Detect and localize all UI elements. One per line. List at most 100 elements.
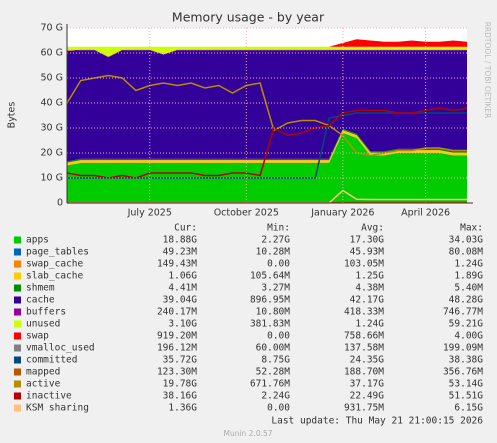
stat-value: 42.17G bbox=[350, 295, 385, 306]
stat-value: 240.17M bbox=[157, 307, 197, 318]
stats-header: Cur: bbox=[174, 223, 197, 234]
stat-value: 4.38M bbox=[355, 283, 384, 294]
stat-value: 1.25G bbox=[355, 271, 384, 282]
x-tick-label: October 2025 bbox=[214, 208, 279, 219]
stat-value: 2.24G bbox=[261, 391, 290, 402]
y-tick-label: 60 G bbox=[41, 48, 63, 59]
stat-value: 1.36G bbox=[168, 403, 197, 414]
stat-value: 931.75M bbox=[344, 403, 384, 414]
y-tick-label: 0 bbox=[57, 198, 63, 209]
legend-label: buffers bbox=[26, 307, 66, 318]
stat-value: 199.09M bbox=[443, 343, 483, 354]
stat-value: 49.23M bbox=[163, 247, 198, 258]
stat-value: 17.30G bbox=[350, 235, 385, 246]
stat-value: 196.12M bbox=[157, 343, 197, 354]
legend-swatch bbox=[14, 236, 21, 244]
stat-value: 103.05M bbox=[344, 259, 384, 270]
legend-label: cache bbox=[26, 295, 55, 306]
stat-value: 51.51G bbox=[449, 391, 484, 402]
stat-value: 59.21G bbox=[449, 319, 484, 330]
stat-value: 1.06G bbox=[168, 271, 197, 282]
side-text: RRDTOOL / TOBI OETIKER bbox=[483, 22, 492, 119]
y-tick-label: 70 G bbox=[41, 23, 63, 34]
legend-label: page_tables bbox=[26, 247, 89, 258]
stat-value: 0.00 bbox=[267, 331, 290, 342]
x-tick-label: July 2025 bbox=[127, 208, 172, 219]
legend-swatch bbox=[14, 248, 21, 256]
legend-label: unused bbox=[26, 319, 60, 330]
stat-value: 38.16G bbox=[163, 391, 198, 402]
stat-value: 123.30M bbox=[157, 367, 197, 378]
stat-value: 60.00M bbox=[256, 343, 291, 354]
legend-label: shmem bbox=[26, 283, 55, 294]
legend-label: vmalloc_used bbox=[26, 343, 95, 354]
area bbox=[67, 133, 467, 203]
legend-swatch bbox=[14, 368, 21, 376]
legend-swatch bbox=[14, 356, 21, 364]
stat-value: 1.24G bbox=[355, 319, 384, 330]
legend-label: swap bbox=[26, 331, 49, 342]
stat-value: 19.78G bbox=[163, 379, 198, 390]
last-update: Last update: Thu May 21 21:00:15 2026 bbox=[271, 416, 483, 427]
legend-label: active bbox=[26, 379, 61, 390]
y-tick-label: 50 G bbox=[41, 73, 63, 84]
stat-value: 39.04G bbox=[163, 295, 198, 306]
chart-title: Memory usage - by year bbox=[172, 10, 325, 25]
stat-value: 4.00G bbox=[454, 331, 483, 342]
stat-value: 24.35G bbox=[350, 355, 385, 366]
stat-value: 38.38G bbox=[449, 355, 484, 366]
legend-swatch bbox=[14, 284, 21, 292]
stat-value: 137.58M bbox=[344, 343, 384, 354]
stat-value: 22.49G bbox=[350, 391, 385, 402]
area bbox=[67, 128, 467, 163]
legend-swatch bbox=[14, 320, 21, 328]
stats-header: Avg: bbox=[361, 223, 384, 234]
legend-label: KSM sharing bbox=[26, 403, 89, 414]
stat-value: 0.00 bbox=[267, 259, 290, 270]
stat-value: 34.03G bbox=[449, 235, 484, 246]
legend-swatch bbox=[14, 332, 21, 340]
stat-value: 0.00 bbox=[267, 403, 290, 414]
stat-value: 758.66M bbox=[344, 331, 384, 342]
stat-value: 746.77M bbox=[443, 307, 483, 318]
x-tick-label: January 2026 bbox=[310, 208, 374, 219]
legend-swatch bbox=[14, 296, 21, 304]
legend-swatch bbox=[14, 392, 21, 400]
area bbox=[67, 46, 467, 57]
stat-value: 53.14G bbox=[449, 379, 484, 390]
stat-value: 6.15G bbox=[454, 403, 483, 414]
stat-value: 37.17G bbox=[350, 379, 385, 390]
stat-value: 149.43M bbox=[157, 259, 197, 270]
stat-value: 919.20M bbox=[157, 331, 197, 342]
stat-value: 1.89G bbox=[454, 271, 483, 282]
stat-value: 2.27G bbox=[261, 235, 290, 246]
legend-swatch bbox=[14, 344, 21, 352]
stat-value: 48.28G bbox=[449, 295, 484, 306]
stat-value: 10.28M bbox=[256, 247, 291, 258]
stat-value: 18.88G bbox=[163, 235, 198, 246]
legend-label: apps bbox=[26, 235, 49, 246]
stat-value: 5.40M bbox=[454, 283, 483, 294]
y-axis-label: Bytes bbox=[7, 102, 18, 129]
legend-swatch bbox=[14, 404, 21, 412]
y-tick-label: 20 G bbox=[41, 148, 63, 159]
area bbox=[67, 49, 467, 58]
legend-label: mapped bbox=[26, 367, 60, 378]
version: Munin 2.0.57 bbox=[223, 429, 272, 438]
stat-value: 381.83M bbox=[250, 319, 290, 330]
legend-swatch bbox=[14, 260, 21, 268]
legend-swatch bbox=[14, 308, 21, 316]
legend-swatch bbox=[14, 272, 21, 280]
legend-label: inactive bbox=[26, 391, 72, 402]
stat-value: 671.76M bbox=[250, 379, 290, 390]
stats-header: Min: bbox=[267, 223, 290, 234]
stat-value: 188.70M bbox=[344, 367, 384, 378]
stat-value: 3.27M bbox=[261, 283, 290, 294]
stat-value: 10.80M bbox=[256, 307, 291, 318]
stat-value: 105.64M bbox=[250, 271, 290, 282]
stat-value: 8.75G bbox=[261, 355, 290, 366]
stat-value: 418.33M bbox=[344, 307, 384, 318]
stat-value: 896.95M bbox=[250, 295, 290, 306]
y-tick-label: 30 G bbox=[41, 123, 63, 134]
